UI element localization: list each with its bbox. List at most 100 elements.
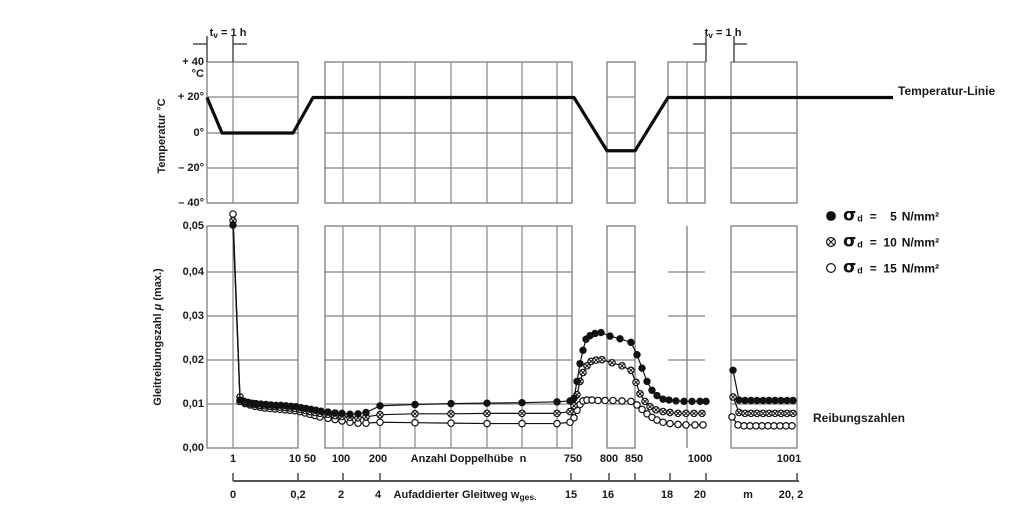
x-label-top-200: 200: [368, 453, 388, 465]
marker-filled-circle: [354, 410, 362, 418]
marker-x-glyph: [609, 360, 615, 366]
marker-x-glyph: [691, 411, 697, 416]
marker-open-circle: [699, 421, 707, 429]
marker-x-glyph: [675, 411, 681, 416]
marker-filled-circle: [826, 211, 836, 221]
marker-filled-circle: [653, 391, 661, 400]
friction-series-line: [232, 213, 703, 426]
marker-open-circle: [627, 397, 635, 406]
marker-filled-circle: [672, 397, 680, 405]
sigma-symbol: σ: [843, 231, 857, 252]
friction-ytick-0,00: 0,00: [182, 442, 204, 454]
marker-filled-circle: [591, 329, 599, 338]
tv-symbol: t: [704, 27, 709, 39]
legend-unit: N/mm²: [901, 235, 940, 250]
marker-filled-circle: [771, 396, 779, 405]
x-label-top-1000: 1000: [687, 453, 713, 465]
marker-filled-circle: [411, 400, 419, 409]
equals-sign: =: [869, 235, 877, 250]
sigma-subscript: d: [857, 239, 863, 250]
marker-x-glyph: [519, 411, 525, 416]
tv-symbol: t: [209, 27, 214, 39]
marker-open-circle: [691, 421, 699, 429]
marker-filled-circle: [627, 338, 635, 347]
marker-open-circle: [553, 419, 561, 428]
temperature-profile-line: [205, 95, 893, 153]
marker-filled-circle: [597, 328, 605, 337]
marker-filled-circle: [573, 377, 581, 386]
marker-filled-circle: [665, 396, 673, 404]
legend-value: 15: [883, 261, 897, 276]
marker-filled-circle: [616, 335, 624, 343]
x-label-top-10: 10: [288, 453, 302, 465]
marker-filled-circle: [638, 364, 646, 372]
marker-x-glyph: [642, 399, 648, 404]
marker-x-glyph: [683, 411, 689, 416]
marker-x-glyph: [593, 357, 599, 363]
marker-x-glyph: [377, 412, 383, 418]
temp-ytick-– 20°: – 20°: [178, 162, 204, 174]
marker-open-circle: [518, 419, 526, 428]
friction-ytick-0,05: 0,05: [182, 220, 204, 232]
marker-x-glyph: [754, 411, 760, 416]
x-label-top-Anzahl Doppelhübe: Anzahl Doppelhübe: [410, 453, 514, 465]
marker-filled-circle: [696, 397, 704, 406]
marker-x-glyph: [554, 411, 560, 416]
marker-filled-circle: [765, 396, 773, 405]
marker-open-circle: [362, 419, 370, 427]
marker-x-glyph: [766, 411, 772, 416]
marker-filled-circle: [789, 396, 797, 405]
marker-open-circle: [659, 418, 667, 427]
marker-x-glyph: [699, 411, 705, 416]
friction-ytick-0,03: 0,03: [182, 310, 204, 322]
marker-open-circle: [447, 419, 455, 427]
x-label-bottom-4: 4: [374, 489, 382, 501]
marker-filled-circle: [702, 397, 710, 406]
marker-filled-circle: [735, 396, 743, 404]
temp-ytick-0°: 0°: [193, 127, 204, 139]
x-label-bottom-0,2: 0,2: [290, 489, 306, 501]
marker-filled-circle: [633, 351, 641, 359]
x-label-top-n: n: [519, 453, 527, 465]
sigma-symbol: σ: [843, 257, 857, 278]
marker-x-glyph: [748, 411, 754, 416]
marker-open-circle: [666, 419, 674, 428]
temp-ytick-°C: °C: [191, 68, 204, 80]
marker-x-glyph: [778, 411, 784, 416]
marker-open-circle: [594, 396, 602, 405]
friction-grid-panel: [324, 225, 573, 449]
marker-filled-circle: [659, 395, 667, 403]
marker-x-glyph: [633, 379, 639, 385]
legend-value: 5: [890, 209, 897, 224]
friction-series-line: [732, 370, 793, 402]
marker-x-glyph: [742, 411, 748, 416]
marker-open-circle: [825, 263, 836, 274]
marker-filled-circle: [483, 399, 491, 407]
marker-filled-circle: [331, 409, 339, 417]
marker-filled-circle: [729, 366, 737, 374]
marker-x-glyph: [571, 403, 577, 409]
friction-ytick-0,01: 0,01: [182, 398, 204, 410]
friction-ytick-0,02: 0,02: [182, 354, 204, 366]
x-label-bottom-0: 0: [229, 489, 237, 501]
marker-open-circle: [229, 210, 237, 218]
marker-filled-circle: [362, 408, 370, 417]
friction-grid-panel: [206, 225, 299, 449]
marker-filled-circle: [447, 399, 455, 408]
tv-subscript: v: [213, 30, 218, 40]
legend-value: 10: [883, 235, 897, 250]
marker-filled-circle: [376, 402, 384, 410]
marker-filled-circle: [317, 407, 325, 415]
marker-x-glyph: [619, 363, 625, 369]
x-label-bottom-20: 20: [693, 489, 707, 501]
x-label-bottom-2: 2: [337, 489, 345, 501]
marker-x-glyph: [760, 411, 766, 416]
x-label-top-100: 100: [331, 453, 351, 465]
marker-x-glyph: [827, 238, 835, 246]
marker-open-circle: [682, 421, 690, 429]
equals-sign: =: [869, 261, 877, 276]
tv-value: = 1 h: [217, 27, 247, 39]
marker-x-glyph: [660, 409, 666, 414]
x-label-bottom-18: 18: [660, 489, 674, 501]
